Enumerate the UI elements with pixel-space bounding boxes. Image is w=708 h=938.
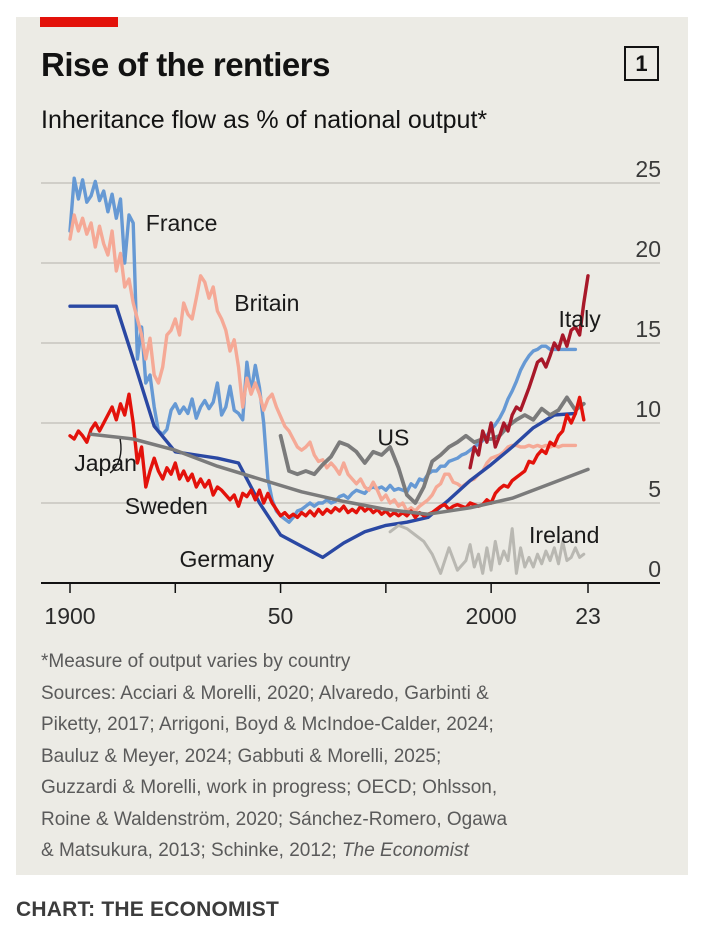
sources-line: Roine & Waldenström, 2020; Sánchez-Romer… bbox=[41, 808, 508, 830]
sources-line: & Matsukura, 2013; Schinke, 2012; bbox=[41, 840, 343, 861]
chart-title: Rise of the rentiers bbox=[41, 46, 330, 83]
y-tick-label: 10 bbox=[635, 396, 661, 422]
y-tick-label: 15 bbox=[635, 316, 661, 342]
series-line-japan bbox=[89, 432, 590, 516]
series-line-ireland bbox=[388, 523, 586, 575]
x-tick-label: 50 bbox=[268, 603, 294, 629]
chart-credit: CHART: THE ECONOMIST bbox=[16, 898, 279, 921]
axes: 0 5 10 15 20 25 1900 50 2000 23 bbox=[41, 156, 661, 629]
chart-subtitle: Inheritance flow as % of national output… bbox=[41, 106, 488, 134]
sources-line-last: & Matsukura, 2013; Schinke, 2012; The Ec… bbox=[41, 835, 661, 867]
x-tick-label: 2000 bbox=[466, 603, 517, 629]
x-tick-label: 23 bbox=[575, 603, 601, 629]
series-lines bbox=[68, 176, 590, 575]
sources-line: Bauluz & Meyer, 2024; Gabbuti & Morelli,… bbox=[41, 745, 442, 767]
series-label-us: US bbox=[377, 424, 409, 450]
sources-italic: The Economist bbox=[342, 840, 469, 861]
sources-line: Sources: Acciari & Morelli, 2020; Alvare… bbox=[41, 682, 489, 704]
sources-line: Piketty, 2017; Arrigoni, Boyd & McIndoe-… bbox=[41, 714, 494, 735]
y-tick-label: 20 bbox=[635, 236, 661, 262]
x-tick-label: 1900 bbox=[44, 603, 95, 629]
y-tick-label: 0 bbox=[648, 556, 661, 582]
y-tick-label: 5 bbox=[648, 476, 661, 502]
brand-accent-bar bbox=[40, 17, 118, 27]
series-label-italy: Italy bbox=[559, 306, 602, 332]
series-labels: France Britain Germany US Italy Sweden Japan Ir… bbox=[74, 210, 601, 572]
series-label-germany: Germany bbox=[179, 546, 274, 572]
series-line-italy bbox=[468, 274, 590, 470]
y-tick-label: 25 bbox=[635, 156, 661, 182]
footnotes: *Measure of output varies by country Sou… bbox=[41, 646, 661, 867]
series-label-sweden: Sweden bbox=[125, 493, 208, 519]
series-label-france: France bbox=[146, 210, 218, 236]
output-footnote: *Measure of output varies by country bbox=[41, 651, 351, 672]
series-label-britain: Britain bbox=[234, 290, 299, 316]
japan-label-leader bbox=[109, 438, 122, 474]
chart-number-badge: 1 bbox=[624, 46, 659, 81]
series-line-sweden bbox=[68, 392, 586, 520]
series-label-ireland: Ireland bbox=[529, 522, 599, 548]
series-label-japan: Japan bbox=[74, 450, 137, 476]
series-line-us bbox=[278, 395, 586, 505]
series-line-britain bbox=[68, 213, 578, 513]
sources-line: Guzzardi & Morelli, work in progress; OE… bbox=[41, 777, 498, 798]
